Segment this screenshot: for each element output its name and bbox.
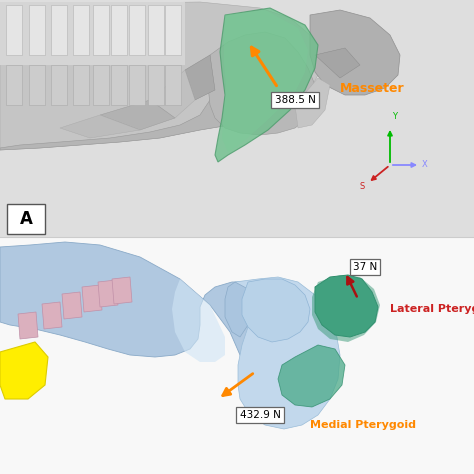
Polygon shape [208,32,315,135]
Polygon shape [295,78,330,128]
Polygon shape [310,10,400,95]
Polygon shape [150,70,195,118]
Polygon shape [0,342,48,399]
Polygon shape [148,5,164,55]
Polygon shape [315,48,360,78]
Polygon shape [6,5,22,55]
Text: 388.5 N: 388.5 N [274,95,315,105]
Polygon shape [0,242,330,422]
Polygon shape [100,100,175,130]
Polygon shape [6,65,22,105]
Polygon shape [111,65,127,105]
Polygon shape [112,277,132,304]
Text: Lateral Pterygoid: Lateral Pterygoid [390,304,474,314]
Polygon shape [235,277,340,429]
Polygon shape [129,65,145,105]
Polygon shape [42,302,62,329]
Polygon shape [111,5,127,55]
Polygon shape [172,279,225,362]
Text: Y: Y [392,112,397,121]
Polygon shape [93,5,109,55]
Polygon shape [0,2,320,150]
Polygon shape [51,5,67,55]
Text: Masseter: Masseter [340,82,405,94]
Polygon shape [62,292,82,319]
Polygon shape [51,65,67,105]
Polygon shape [148,65,164,105]
Polygon shape [18,312,38,339]
Text: Medial Pterygoid: Medial Pterygoid [310,420,416,430]
Polygon shape [60,115,140,138]
Polygon shape [222,10,308,152]
Polygon shape [315,275,378,337]
Polygon shape [82,285,102,312]
Polygon shape [278,345,345,407]
Bar [0,0,474,237]
Text: A: A [19,210,32,228]
Polygon shape [225,282,252,337]
Text: 432.9 N: 432.9 N [239,410,281,420]
Polygon shape [165,65,181,105]
Polygon shape [215,8,318,162]
Polygon shape [312,275,380,342]
Text: X: X [422,160,428,169]
Bar [0,237,474,474]
Polygon shape [165,5,181,55]
Polygon shape [185,55,215,100]
Polygon shape [29,5,45,55]
Polygon shape [242,279,310,342]
Polygon shape [29,65,45,105]
Polygon shape [0,2,185,65]
Polygon shape [73,5,89,55]
Text: S: S [360,182,365,191]
Polygon shape [93,65,109,105]
Polygon shape [98,280,118,307]
Polygon shape [73,65,89,105]
Text: 37 N: 37 N [353,262,377,272]
FancyBboxPatch shape [7,204,45,234]
Polygon shape [129,5,145,55]
Polygon shape [0,35,300,150]
